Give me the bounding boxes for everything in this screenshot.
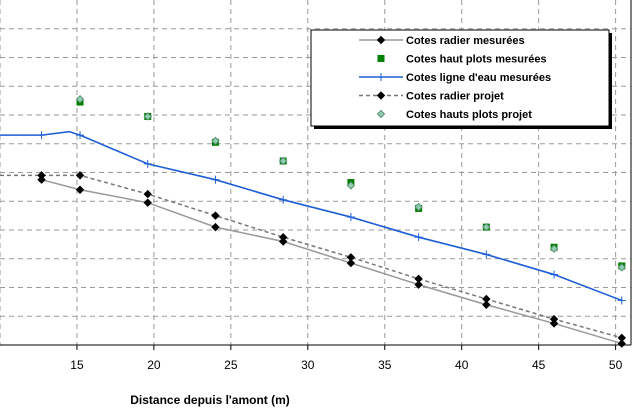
x-tick-label: 20: [147, 358, 161, 372]
x-tick-label: 45: [532, 358, 546, 372]
data-point: [278, 237, 288, 246]
data-point: [376, 35, 386, 45]
data-point: [278, 156, 288, 166]
data-point: [482, 300, 491, 309]
x-tick-label: 50: [609, 358, 623, 372]
series-line: [0, 174, 622, 339]
legend-item-5: Cotes hauts plots projet: [376, 109, 532, 121]
data-point: [143, 198, 152, 207]
data-point: [482, 222, 491, 232]
axes: [0, 0, 632, 346]
x-tick-label: 25: [224, 358, 238, 372]
data-point: [617, 333, 626, 343]
data-point: [211, 211, 220, 220]
series-3: [0, 130, 626, 305]
series-line: [41, 178, 622, 345]
data-point: [75, 94, 85, 104]
x-tick-label: 40: [455, 358, 469, 372]
x-tick-labels: 15 20 25 30 35 40 45 50: [70, 345, 623, 372]
legend-label: Cotes radier projet: [406, 91, 504, 103]
data-point: [414, 274, 423, 284]
data-point: [376, 109, 386, 119]
series-line: [0, 130, 623, 302]
x-axis-title: Distance depuis l'amont (m): [130, 393, 290, 407]
data-point: [346, 253, 356, 262]
series-1: [37, 175, 626, 348]
data-point: [211, 136, 220, 146]
legend-label: Cotes hauts plots projet: [406, 109, 532, 121]
series-4: [0, 171, 626, 343]
data-point: [143, 112, 152, 121]
legend-label: Cotes radier mesurées: [406, 35, 525, 47]
data-point: [75, 171, 85, 180]
data-point: [617, 263, 626, 272]
data-point: [549, 314, 559, 324]
x-tick-label: 35: [378, 358, 392, 372]
series-5: [75, 94, 626, 272]
legend-item-2: Cotes haut plots mesurées: [377, 54, 547, 66]
data-point: [376, 91, 386, 100]
data-point: [414, 202, 423, 212]
series-layer: [0, 94, 626, 348]
data-point: [414, 280, 423, 289]
data-point: [549, 244, 559, 253]
data-point: [346, 258, 356, 268]
data-point: [37, 175, 46, 184]
data-point: [377, 55, 385, 62]
legend: Cotes radier mesurées Cotes haut plots me…: [310, 29, 612, 129]
data-point: [482, 294, 491, 304]
legend-label: Cotes haut plots mesurées: [406, 54, 547, 66]
x-tick-label: 15: [70, 358, 84, 372]
legend-item-4: Cotes radier projet: [359, 91, 504, 103]
data-point: [346, 181, 356, 190]
legend-item-1: Cotes radier mesurées: [359, 35, 525, 47]
x-tick-label: 30: [301, 358, 315, 372]
legend-box: [310, 29, 610, 127]
data-point: [143, 189, 152, 199]
data-point: [75, 185, 85, 194]
legend-label: Cotes ligne d'eau mesurées: [406, 72, 551, 84]
data-point: [278, 232, 288, 242]
data-point: [549, 319, 559, 328]
data-point: [37, 171, 46, 180]
data-point: [211, 222, 220, 232]
legend-item-3: Cotes ligne d'eau mesurées: [359, 72, 551, 84]
